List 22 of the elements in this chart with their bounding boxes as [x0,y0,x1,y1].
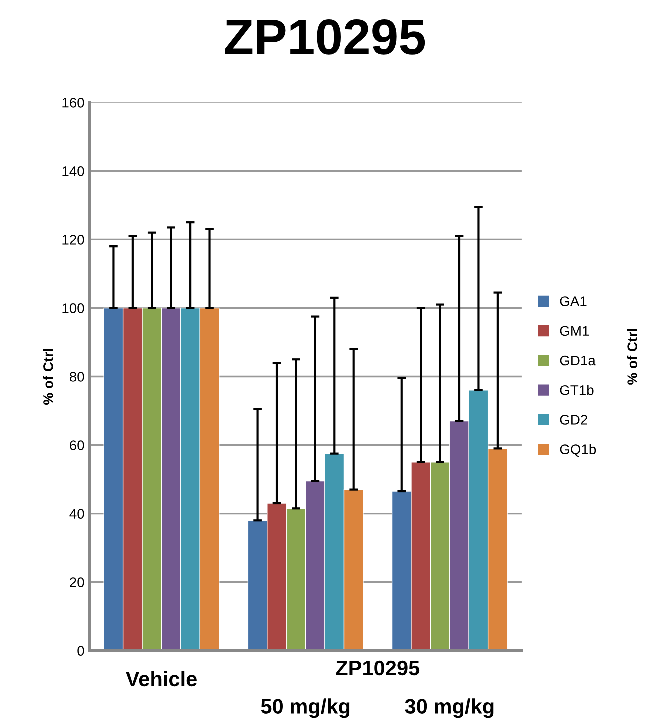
x-tick-label: Vehicle [126,671,197,687]
y-tick-label: 80 [70,372,84,382]
y-tick-label: 60 [70,440,84,450]
y-tick-label: 160 [62,98,84,108]
y-tick-label: 140 [62,166,84,176]
legend-label: GD1a [560,356,596,366]
legend-label: GT1b [560,385,594,396]
text: ZP10295 [336,660,420,676]
legend-label: GM1 [560,326,590,336]
legend-label: GD2 [560,415,588,425]
chart-title: ZP10295 [225,20,426,55]
legend-label: GA1 [560,296,587,306]
x-tick-label: 50 mg/kg [261,698,350,718]
y-tick-label: 40 [70,509,84,519]
y-tick-label: 0 [78,646,84,656]
y-tick-label: 120 [62,235,84,245]
text: % of Ctrl [627,329,638,385]
legend-label: GQ1b [560,444,596,457]
y-tick-label: 20 [70,578,84,588]
y-axis-title: % of Ctrl [43,349,54,405]
y-tick-label: 100 [62,304,84,314]
x-tick-label: 30 mg/kg [405,698,494,718]
